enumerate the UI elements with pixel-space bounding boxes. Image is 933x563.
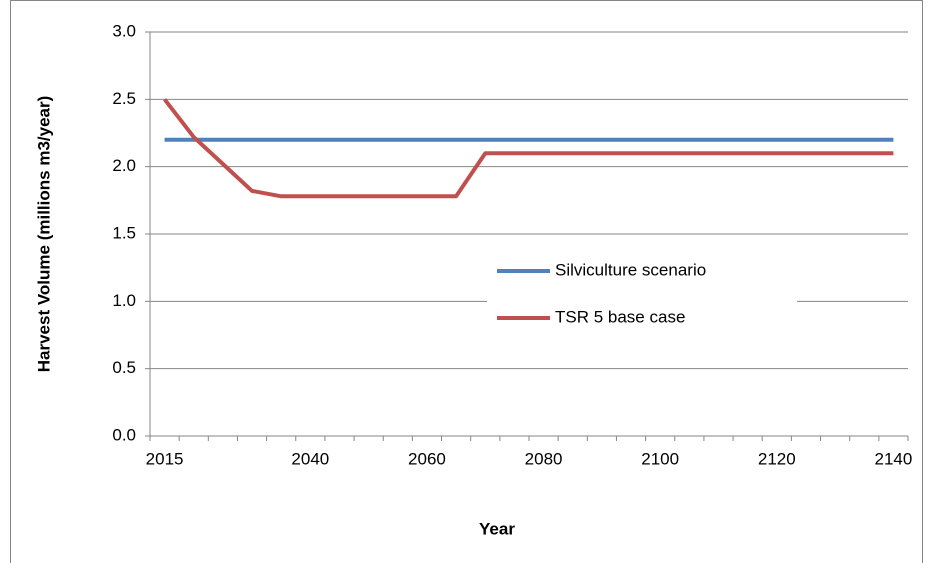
y-tick-label: 1.5 xyxy=(112,223,136,242)
x-tick-label: 2060 xyxy=(408,449,446,468)
y-tick-label: 2.5 xyxy=(112,89,136,108)
y-tick-label: 1.0 xyxy=(112,291,136,310)
legend-label: Silviculture scenario xyxy=(555,260,706,279)
legend xyxy=(487,250,797,340)
x-tick-label: 2080 xyxy=(525,449,563,468)
x-tick-label: 2100 xyxy=(641,449,679,468)
series-line xyxy=(162,98,894,199)
x-tick-label: 2120 xyxy=(758,449,796,468)
y-tick-label: 3.0 xyxy=(112,21,136,40)
x-tick-label: 2015 xyxy=(146,449,184,468)
x-tick-label: 2140 xyxy=(875,449,913,468)
y-tick-label: 0.5 xyxy=(112,358,136,377)
x-tick-label: 2040 xyxy=(291,449,329,468)
y-tick-label: 0.0 xyxy=(112,425,136,444)
y-tick-label: 2.0 xyxy=(112,156,136,175)
y-axis-label: Harvest Volume (millions m3/year) xyxy=(34,96,53,373)
x-axis-label: Year xyxy=(479,519,515,538)
legend-label: TSR 5 base case xyxy=(555,307,685,326)
